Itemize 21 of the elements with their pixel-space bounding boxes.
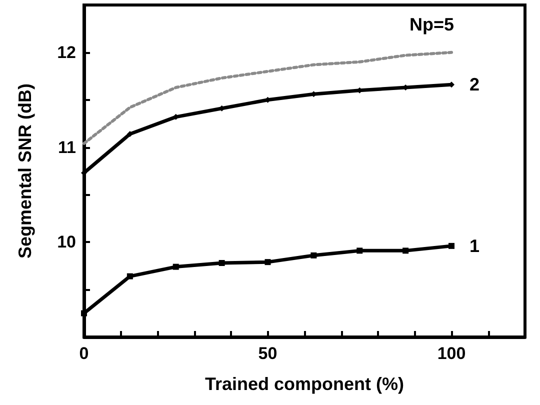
y-tick-label: 12 (57, 42, 76, 62)
x-axis-title: Trained component (%) (204, 374, 404, 394)
point (264, 259, 271, 266)
series-label: 2 (470, 74, 480, 95)
x-tick-label: 50 (258, 344, 278, 363)
point (402, 248, 409, 254)
series-label: 1 (470, 236, 480, 256)
point (310, 252, 317, 258)
point (218, 260, 225, 266)
line-series (82, 50, 453, 145)
x-tick-label: 100 (437, 344, 466, 363)
x-tick-label: 0 (79, 344, 89, 363)
y-tick-label: 11 (58, 138, 76, 157)
y-axis-title: Segmental SNR (dB) (15, 83, 35, 259)
point (81, 310, 87, 316)
point (448, 242, 454, 249)
point (172, 264, 179, 270)
series-label: Np=5 (410, 14, 454, 34)
point (356, 248, 363, 254)
y-tick-label: 10 (57, 232, 76, 252)
point (126, 273, 133, 280)
